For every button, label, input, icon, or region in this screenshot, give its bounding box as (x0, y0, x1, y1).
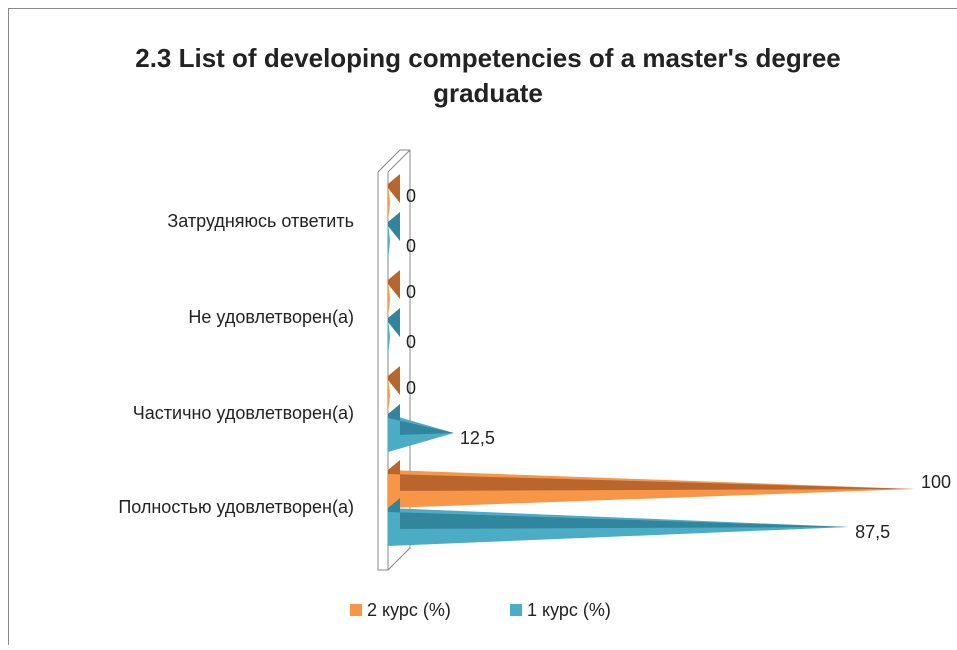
value-label: 0 (406, 236, 416, 256)
value-label: 87,5 (855, 522, 890, 542)
value-label: 100 (921, 472, 951, 492)
legend-swatch (510, 604, 522, 616)
value-label: 0 (406, 332, 416, 352)
legend-label: 2 курс (%) (367, 600, 451, 620)
category-label: Полностью удовлетворен(а) (118, 497, 354, 517)
legend-label: 1 курс (%) (527, 600, 611, 620)
value-label: 0 (406, 282, 416, 302)
category-label: Не удовлетворен(а) (188, 307, 354, 327)
category-label: Затрудняюсь ответить (167, 211, 354, 231)
category-label: Частично удовлетворен(а) (133, 403, 354, 423)
value-label: 12,5 (460, 428, 495, 448)
value-label: 0 (406, 186, 416, 206)
value-label: 0 (406, 378, 416, 398)
legend-swatch (350, 604, 362, 616)
